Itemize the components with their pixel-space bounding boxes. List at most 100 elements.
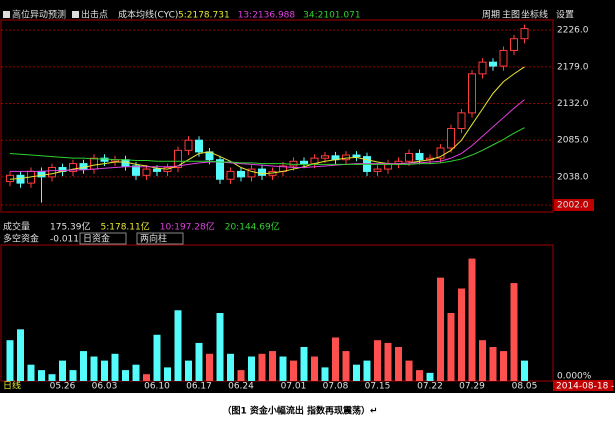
candle-body bbox=[415, 152, 424, 161]
y-tick-label: 2085.0 bbox=[557, 136, 589, 146]
y-tick-label: 2038.0 bbox=[557, 172, 589, 182]
fund-bar bbox=[38, 370, 45, 381]
candle-body bbox=[247, 168, 256, 178]
fund-bar bbox=[69, 370, 77, 381]
fund-bar bbox=[416, 370, 423, 381]
x-tick-label: 07.01 bbox=[281, 382, 307, 392]
check-label[interactable]: 出击点 bbox=[81, 9, 108, 21]
candle-body bbox=[373, 168, 382, 172]
fund-bar bbox=[353, 364, 360, 381]
fund-bar bbox=[426, 372, 434, 381]
fund-bar bbox=[468, 258, 476, 381]
fund-bar bbox=[195, 342, 203, 381]
fund-bar bbox=[48, 374, 56, 381]
fund-bar bbox=[164, 367, 171, 381]
fund-bar bbox=[521, 360, 528, 381]
fund-bar bbox=[59, 360, 66, 381]
fund-bar bbox=[237, 370, 245, 381]
candle-body bbox=[468, 73, 476, 114]
candle-body bbox=[142, 168, 151, 176]
fund-bar bbox=[500, 351, 507, 381]
candle-body bbox=[447, 127, 455, 149]
fund-bar bbox=[111, 353, 119, 381]
fund-bar bbox=[279, 356, 287, 381]
fund-bar bbox=[17, 329, 24, 381]
volume-label: 成交量 bbox=[3, 221, 30, 233]
candle-body bbox=[174, 149, 182, 169]
fund-bar bbox=[395, 347, 402, 381]
candle-body bbox=[300, 160, 308, 165]
fund-bar bbox=[384, 342, 392, 381]
fund-bar bbox=[6, 340, 14, 381]
candle-body bbox=[405, 152, 413, 162]
candle-body bbox=[48, 167, 56, 178]
fund-bar bbox=[258, 353, 266, 381]
period: 日线 bbox=[3, 380, 21, 392]
x-tick-label: 05.26 bbox=[50, 382, 76, 392]
x-tick-label: 06.10 bbox=[144, 382, 170, 392]
check-label[interactable]: 高位异动预测 bbox=[12, 9, 66, 21]
tick-box bbox=[554, 198, 594, 211]
checkbox[interactable] bbox=[72, 11, 79, 18]
volume-item: 5:178.11亿 bbox=[101, 221, 150, 233]
candle-body bbox=[6, 174, 14, 183]
ma-line bbox=[10, 99, 525, 172]
x-tick-label: 07.08 bbox=[323, 382, 349, 392]
volume-item: 20:144.69亿 bbox=[225, 221, 280, 233]
candle-body bbox=[321, 155, 329, 159]
dropdown[interactable] bbox=[136, 232, 184, 245]
dropdown-text[interactable]: 日资金 bbox=[83, 233, 110, 245]
candle-body bbox=[436, 147, 445, 159]
fund-bar bbox=[80, 351, 87, 381]
fund-bar bbox=[185, 360, 192, 381]
checkbox[interactable] bbox=[3, 11, 10, 18]
candle-body bbox=[510, 38, 518, 51]
dropdown[interactable] bbox=[79, 232, 127, 245]
candle-body bbox=[216, 159, 224, 180]
chart-bg bbox=[0, 0, 615, 393]
candle-body bbox=[352, 154, 361, 158]
candle-body bbox=[478, 61, 487, 75]
fund-bar bbox=[269, 351, 276, 381]
fund-bar bbox=[143, 374, 150, 381]
x-tick-label: 07.22 bbox=[417, 382, 443, 392]
fund-bar bbox=[311, 356, 318, 381]
fund-bar bbox=[101, 360, 108, 381]
fund-bar bbox=[489, 347, 497, 381]
ma-legend: 34:2101.071 bbox=[303, 11, 360, 21]
y-tick-label: 2132.0 bbox=[557, 99, 589, 109]
y-tick-label: 2226.0 bbox=[557, 26, 589, 36]
candle-body bbox=[289, 160, 298, 167]
ma-line bbox=[9, 127, 525, 165]
fund-bar bbox=[342, 351, 350, 381]
date-box bbox=[553, 380, 613, 391]
fund-bar bbox=[27, 364, 35, 381]
toolbar-button[interactable]: 设置 bbox=[556, 10, 574, 21]
candle-body bbox=[90, 157, 98, 170]
volume-item: 175.39亿 bbox=[50, 221, 91, 233]
ma-line bbox=[9, 66, 525, 180]
fund-value: -0.011% bbox=[50, 235, 88, 245]
fund-bar bbox=[300, 347, 308, 381]
dropdown-text[interactable]: 两向柱 bbox=[140, 233, 167, 245]
fund-bar bbox=[510, 283, 518, 381]
candle-body bbox=[499, 49, 508, 67]
candle-body bbox=[16, 174, 25, 184]
toolbar-button[interactable]: 主图 bbox=[502, 9, 520, 21]
candle-body bbox=[100, 157, 109, 162]
toolbar-button[interactable]: 坐标线 bbox=[521, 9, 548, 21]
ma-legend: 5:2178.731 bbox=[178, 11, 230, 21]
ma-legend: 13:2136.988 bbox=[238, 11, 296, 21]
fund-title: 多空资金 bbox=[3, 233, 39, 245]
candle-body bbox=[237, 170, 245, 178]
fund-bar bbox=[132, 364, 140, 381]
fund-bar bbox=[458, 288, 465, 381]
date: 2014-08-18 - bbox=[556, 382, 614, 392]
x-tick-label: 08.05 bbox=[512, 382, 538, 392]
candle-body bbox=[520, 28, 529, 40]
indicator-name: 成本均线(CYC) bbox=[118, 9, 178, 21]
toolbar-button[interactable]: 周期 bbox=[482, 10, 500, 21]
y-tick-label: 0.000% bbox=[557, 372, 592, 382]
candle-body bbox=[457, 112, 466, 129]
